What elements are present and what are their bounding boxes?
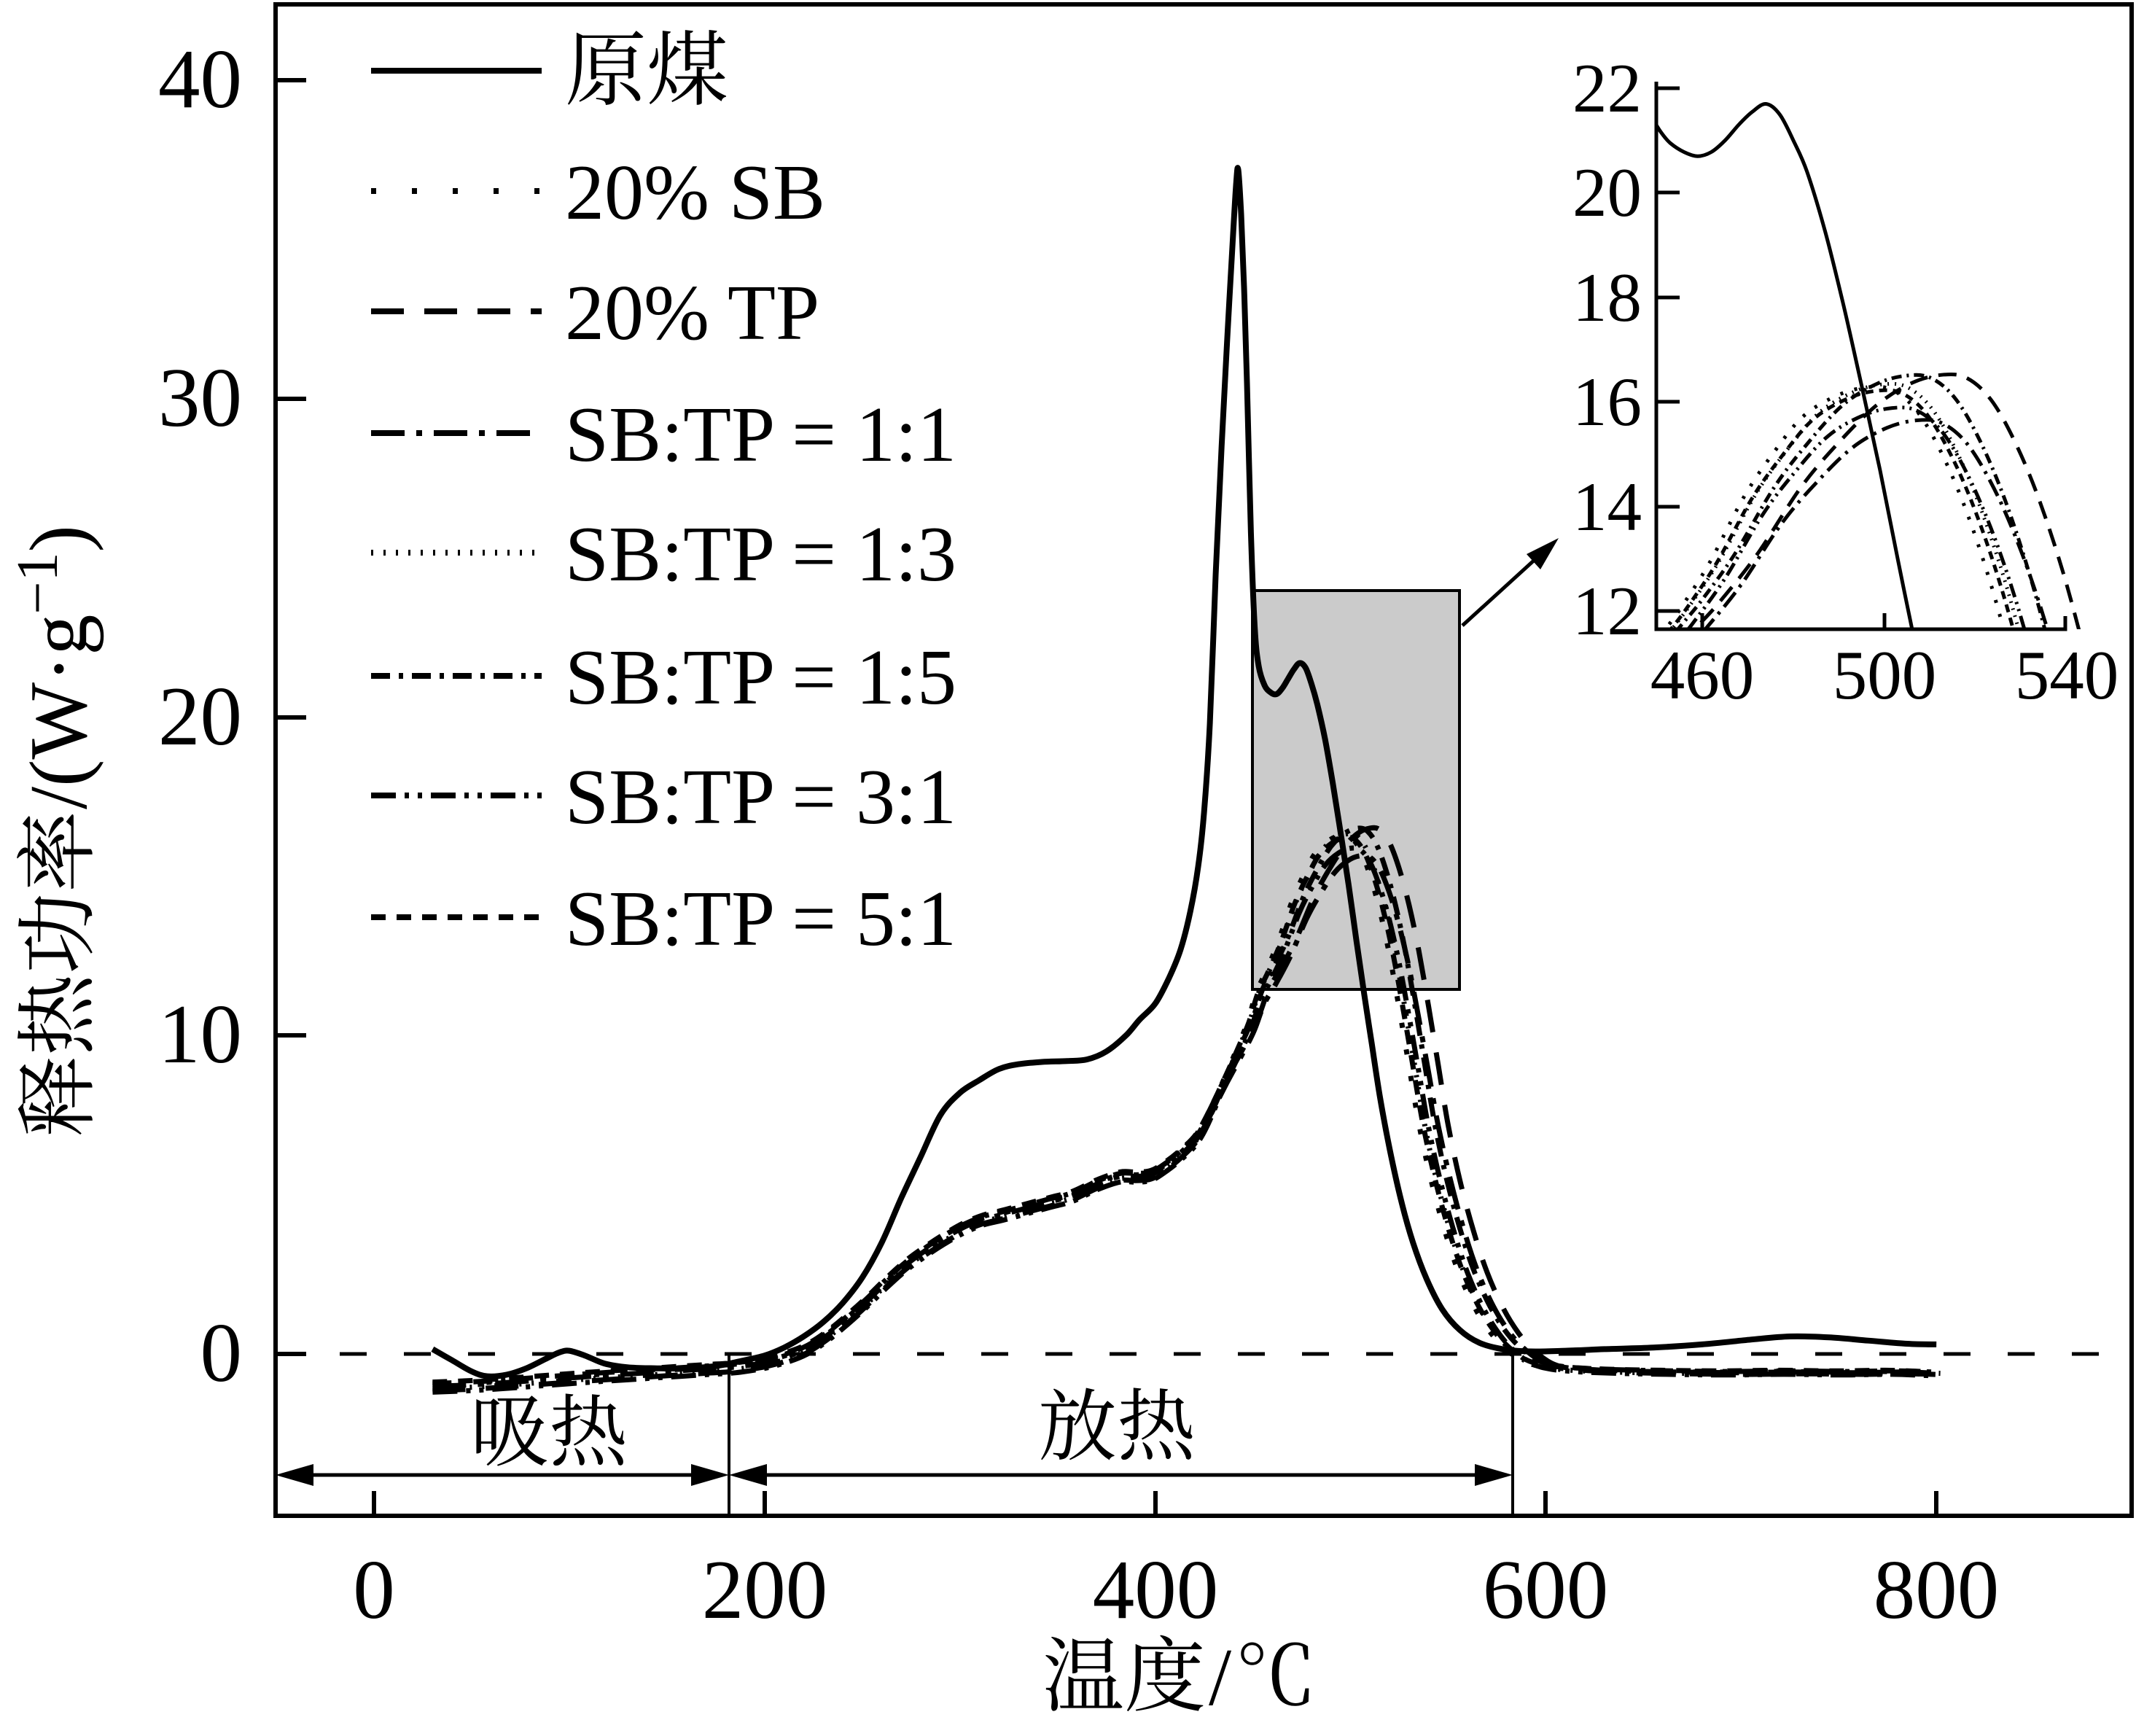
- svg-text:800: 800: [1874, 1544, 2000, 1636]
- svg-text:20% SB: 20% SB: [565, 149, 825, 236]
- svg-text:540: 540: [2015, 637, 2119, 714]
- svg-text:20% TP: 20% TP: [565, 270, 819, 357]
- svg-text:0: 0: [200, 1307, 243, 1399]
- svg-text:14: 14: [1572, 468, 1642, 545]
- svg-text:600: 600: [1483, 1544, 1609, 1636]
- svg-text:SB:TP = 1:1: SB:TP = 1:1: [565, 392, 956, 478]
- svg-text:500: 500: [1833, 637, 1937, 714]
- svg-text:SB:TP = 1:3: SB:TP = 1:3: [565, 511, 956, 598]
- svg-text:16: 16: [1572, 363, 1642, 440]
- svg-text:400: 400: [1093, 1544, 1219, 1636]
- svg-text:18: 18: [1572, 259, 1642, 336]
- svg-text:/: /: [1209, 1632, 1232, 1723]
- svg-text:SB:TP = 3:1: SB:TP = 3:1: [565, 754, 956, 841]
- svg-text:12: 12: [1572, 572, 1642, 650]
- svg-text:10: 10: [158, 988, 242, 1081]
- svg-text:30: 30: [158, 351, 242, 444]
- svg-text:40: 40: [158, 33, 242, 125]
- svg-text:0: 0: [353, 1544, 395, 1636]
- svg-text:460: 460: [1650, 637, 1755, 714]
- svg-text:SB:TP = 5:1: SB:TP = 5:1: [565, 876, 956, 962]
- svg-text:20: 20: [1572, 154, 1642, 231]
- svg-text:20: 20: [158, 670, 242, 763]
- svg-text:SB:TP = 1:5: SB:TP = 1:5: [565, 634, 956, 721]
- svg-text:200: 200: [702, 1544, 828, 1636]
- svg-text:22: 22: [1572, 50, 1642, 127]
